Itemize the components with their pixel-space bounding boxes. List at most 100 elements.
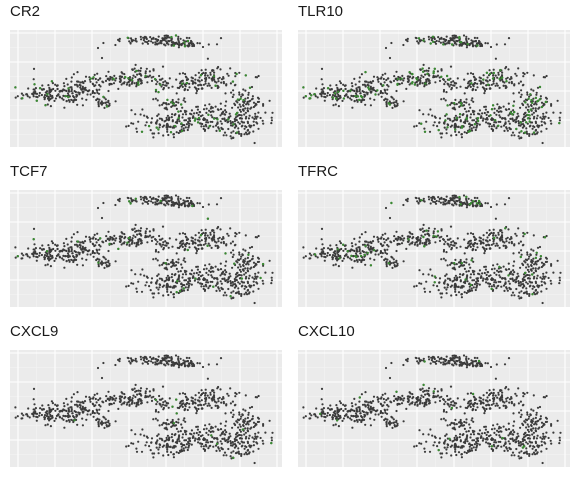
cell-point	[474, 242, 477, 245]
cell-point	[386, 98, 389, 101]
cell-point	[450, 261, 453, 264]
cell-point	[193, 246, 196, 249]
cell-point	[145, 36, 148, 39]
cell-point	[430, 39, 433, 42]
cell-point	[436, 70, 439, 73]
cell-point	[540, 261, 544, 264]
cell-point	[14, 256, 17, 259]
expressed-point	[331, 96, 335, 99]
cell-point	[161, 39, 164, 42]
cell-point	[429, 108, 432, 111]
cell-point	[514, 281, 517, 284]
cell-point	[460, 296, 463, 299]
cell-point	[213, 71, 216, 74]
cell-point	[92, 91, 95, 94]
cell-point	[392, 239, 396, 242]
cell-point	[132, 234, 135, 237]
cell-point	[541, 117, 544, 120]
cell-point	[118, 75, 121, 78]
cell-point	[203, 117, 206, 121]
cell-point	[135, 245, 138, 248]
cell-point	[109, 235, 112, 239]
expressed-point	[175, 291, 178, 294]
cell-point	[362, 250, 365, 254]
scatter-panel	[10, 350, 282, 467]
cell-point	[246, 101, 249, 105]
cell-point	[536, 131, 539, 134]
expressed-point	[313, 253, 317, 256]
cell-point	[493, 267, 496, 270]
cell-point	[339, 82, 342, 85]
expressed-point	[235, 72, 238, 76]
cell-point	[476, 196, 479, 200]
expressed-point	[183, 44, 187, 48]
cell-point	[137, 229, 140, 232]
cell-point	[481, 119, 484, 122]
cell-point	[402, 43, 405, 47]
cell-point	[192, 43, 195, 47]
cell-point	[217, 225, 220, 229]
cell-point	[234, 231, 237, 235]
cell-point	[197, 84, 200, 87]
cell-point	[28, 256, 31, 259]
cell-point	[252, 280, 255, 283]
cell-point	[156, 200, 159, 203]
expressed-point	[164, 262, 167, 265]
cell-point	[160, 85, 163, 88]
cell-point	[466, 120, 469, 123]
cell-point	[167, 103, 170, 106]
cell-point	[161, 119, 164, 122]
cell-point	[187, 277, 190, 280]
cell-point	[539, 116, 542, 119]
expressed-point	[170, 35, 173, 39]
cell-point	[204, 228, 207, 231]
cell-point	[137, 69, 140, 72]
cell-point	[472, 100, 475, 103]
expressed-point	[194, 117, 197, 120]
cell-point	[525, 130, 528, 133]
cell-point	[526, 251, 529, 254]
cell-point	[308, 92, 311, 95]
cell-point	[114, 260, 117, 263]
cell-point	[512, 109, 515, 112]
expressed-point	[180, 129, 184, 133]
expressed-point	[529, 108, 532, 111]
cell-point	[25, 93, 28, 96]
cell-point	[515, 74, 518, 77]
cell-point	[321, 243, 324, 246]
cell-point	[85, 258, 88, 261]
cell-point	[232, 296, 235, 299]
cell-point	[480, 241, 483, 245]
expressed-point	[144, 74, 147, 78]
cell-point	[463, 78, 466, 81]
cell-point	[511, 117, 514, 120]
cell-point	[93, 252, 96, 255]
cell-point	[62, 254, 65, 257]
cell-point	[238, 71, 241, 74]
cell-point	[535, 93, 538, 96]
expressed-point	[478, 202, 482, 206]
cell-point	[218, 289, 221, 292]
cell-point	[168, 196, 171, 199]
cell-point	[444, 274, 447, 277]
cell-point	[75, 95, 78, 98]
cell-point	[454, 283, 457, 286]
cell-point	[207, 363, 210, 366]
cell-point	[207, 242, 210, 245]
cell-point	[521, 102, 524, 105]
cell-point	[372, 86, 375, 89]
cell-point	[135, 287, 138, 290]
cell-point	[232, 249, 235, 252]
cell-point	[474, 88, 477, 92]
cell-point	[132, 122, 135, 125]
cell-point	[227, 127, 230, 131]
cell-point	[157, 195, 160, 198]
cell-point	[222, 236, 225, 239]
facet-title: TLR10	[298, 3, 344, 20]
cell-point	[388, 100, 391, 103]
cell-point	[28, 96, 31, 99]
cell-point	[211, 276, 214, 279]
cell-point	[547, 116, 550, 120]
cell-point	[533, 275, 536, 278]
expressed-point	[422, 39, 425, 42]
